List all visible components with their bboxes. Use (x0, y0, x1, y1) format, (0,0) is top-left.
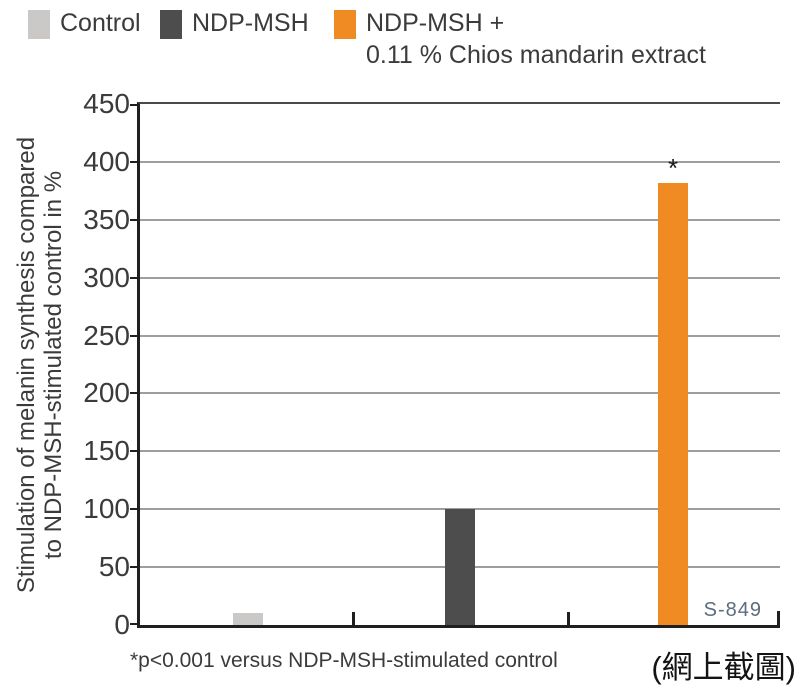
y-axis-tick-100 (130, 508, 137, 511)
legend-label: NDP-MSH (192, 9, 309, 37)
y-axis-label-line-1: Stimulation of melanin synthesis compare… (13, 136, 40, 594)
watermark: S-849 (703, 599, 762, 621)
gridline-300 (140, 276, 780, 279)
legend-swatch-ndp-msh (160, 10, 182, 39)
y-axis-tick-50 (130, 566, 137, 569)
x-axis-tick-2 (567, 612, 570, 625)
y-tick-label-450: 450 (83, 88, 130, 119)
y-tick-label-250: 250 (83, 319, 130, 351)
gridline-200 (140, 392, 780, 395)
y-axis-tick-350 (130, 218, 137, 221)
legend-label: Control (60, 9, 141, 37)
legend-swatch-control (28, 10, 50, 39)
plot-area: S-849 * (130, 102, 780, 628)
legend-item-ndp-msh: NDP-MSH (160, 9, 309, 39)
footnote: *p<0.001 versus NDP-MSH-stimulated contr… (130, 649, 558, 672)
caption: (網上截圖) (651, 650, 796, 685)
y-axis-tick-250 (130, 334, 137, 337)
y-axis-tick-400 (130, 160, 137, 163)
y-axis-label-line-2: to NDP-MSH-stimulated control in % (40, 170, 67, 560)
y-axis-tick-150 (130, 450, 137, 453)
y-tick-label-300: 300 (83, 261, 130, 293)
y-tick-label-0: 0 (114, 609, 130, 640)
gridline-100 (140, 508, 780, 511)
bar-control (233, 613, 263, 625)
bar-ndp-msh (445, 509, 475, 625)
y-axis-tick-0 (130, 623, 137, 625)
gridline-400 (140, 160, 780, 163)
y-tick-label-200: 200 (83, 377, 130, 409)
x-axis-tick-1 (352, 612, 355, 625)
gridline-250 (140, 334, 780, 337)
y-axis-label: Stimulation of melanin synthesis compare… (13, 100, 67, 630)
y-tick-label-150: 150 (83, 435, 130, 467)
gridline-350 (140, 218, 780, 221)
y-axis-tick-300 (130, 276, 137, 279)
y-axis-tick-450 (130, 104, 137, 106)
y-tick-label-100: 100 (83, 493, 130, 525)
legend-item-control: Control (28, 9, 141, 39)
gridline-150 (140, 450, 780, 453)
legend-label: NDP-MSH +0.11 % Chios mandarin extract (366, 9, 706, 69)
y-tick-label-400: 400 (83, 145, 130, 177)
y-axis-tick-200 (130, 392, 137, 395)
significance-asterisk: * (667, 152, 679, 183)
y-tick-label-50: 50 (98, 551, 130, 583)
bar-ndp-msh-0-11-chios-mandarin-extract (658, 182, 688, 625)
x-axis-end-tick (777, 611, 780, 625)
legend-item-ndp-msh: NDP-MSH +0.11 % Chios mandarin extract (334, 9, 706, 71)
legend-swatch-ndp-msh (334, 10, 356, 39)
y-tick-label-350: 350 (83, 203, 130, 235)
